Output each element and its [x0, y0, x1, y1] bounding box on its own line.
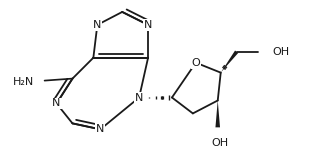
- Text: N: N: [96, 124, 105, 134]
- Text: O: O: [191, 58, 200, 68]
- Text: H₂N: H₂N: [13, 77, 34, 87]
- Text: N: N: [52, 98, 61, 108]
- Text: OH: OH: [273, 47, 290, 57]
- Polygon shape: [221, 51, 238, 73]
- Polygon shape: [215, 101, 220, 127]
- Text: N: N: [135, 93, 143, 103]
- Text: N: N: [93, 20, 102, 30]
- Text: N: N: [144, 20, 152, 30]
- Text: OH: OH: [211, 138, 228, 148]
